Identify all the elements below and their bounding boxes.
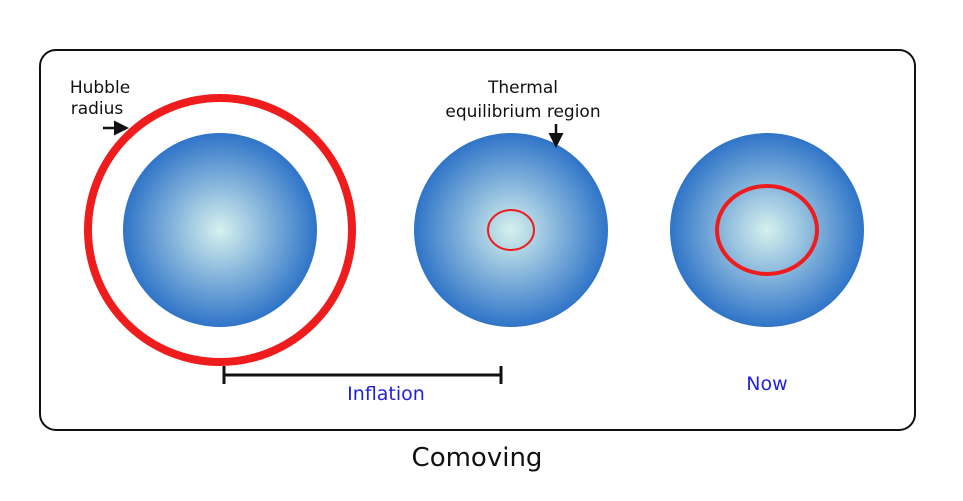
inflation-interval-bar (222, 366, 503, 384)
hubble-radius-circle-small (487, 209, 535, 251)
hubble-radius-label-line2: radius (71, 99, 124, 119)
inflation-label: Inflation (347, 383, 425, 405)
hubble-radius-label-line1: Hubble (70, 78, 130, 98)
now-label: Now (746, 373, 787, 395)
comoving-caption: Comoving (412, 443, 543, 473)
hubble-radius-circle-now (715, 184, 819, 276)
sphere-end-inflation (414, 133, 608, 327)
sphere-early (123, 133, 317, 327)
hubble-radius-circle-early (84, 94, 356, 366)
sphere-now (670, 133, 864, 327)
thermal-region-label-line2: equilibrium region (445, 102, 600, 122)
thermal-region-label-line1: Thermal (487, 78, 558, 98)
